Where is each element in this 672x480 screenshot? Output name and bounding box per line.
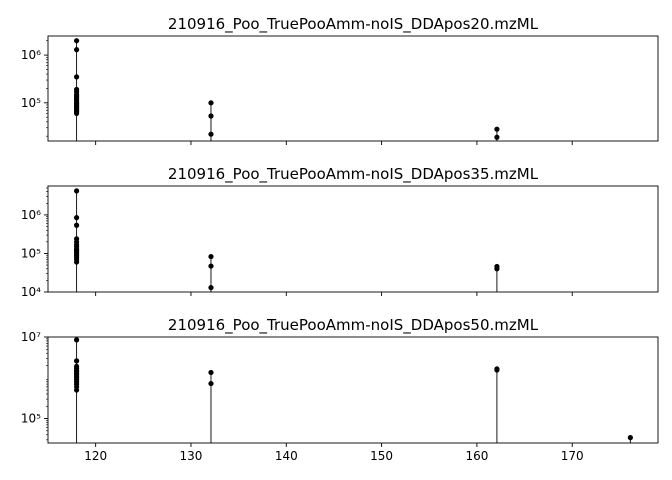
data-point [494, 134, 500, 140]
y-tick-label: 10⁴ [21, 285, 41, 299]
data-point [494, 126, 500, 132]
data-point [73, 110, 80, 117]
data-point [73, 387, 80, 393]
panel-1: 210916_Poo_TruePooAmm-noIS_DDApos20.mzML… [21, 15, 659, 145]
data-point [494, 266, 500, 272]
y-tick-label: 10⁵ [21, 412, 41, 426]
x-tick-label: 120 [84, 449, 107, 463]
data-point [73, 38, 80, 44]
data-point [208, 285, 214, 291]
data-point [73, 215, 80, 221]
data-point [208, 380, 214, 387]
panel-3: 210916_Poo_TruePooAmm-noIS_DDApos50.mzML… [21, 316, 659, 463]
data-point [208, 113, 214, 119]
x-tick-label: 150 [370, 449, 393, 463]
data-point [494, 367, 500, 373]
data-point [73, 74, 80, 80]
y-tick-label: 10⁵ [21, 96, 41, 110]
y-tick-label: 10⁶ [21, 208, 41, 222]
data-point [73, 188, 80, 194]
data-point [627, 435, 633, 441]
x-tick-label: 170 [561, 449, 584, 463]
data-point [73, 222, 80, 228]
y-tick-label: 10⁷ [21, 330, 41, 344]
axes-frame [47, 185, 659, 293]
panel-title: 210916_Poo_TruePooAmm-noIS_DDApos50.mzML [168, 316, 539, 335]
data-point [73, 337, 80, 343]
data-point [208, 131, 214, 137]
panel-title: 210916_Poo_TruePooAmm-noIS_DDApos35.mzML [168, 165, 539, 184]
data-point [208, 369, 214, 376]
axes-frame [47, 35, 659, 142]
data-point [208, 100, 214, 106]
axes-frame [47, 336, 659, 444]
data-point [208, 253, 214, 260]
data-point [73, 47, 80, 53]
y-tick-label: 10⁵ [21, 246, 41, 260]
panel-2: 210916_Poo_TruePooAmm-noIS_DDApos35.mzML… [21, 165, 659, 299]
data-point [208, 263, 214, 269]
data-point [73, 358, 80, 364]
x-tick-label: 130 [180, 449, 203, 463]
y-tick-label: 10⁶ [21, 48, 41, 62]
panel-title: 210916_Poo_TruePooAmm-noIS_DDApos20.mzML [168, 15, 539, 34]
x-tick-label: 140 [275, 449, 298, 463]
data-point [73, 259, 80, 265]
x-tick-label: 160 [465, 449, 488, 463]
